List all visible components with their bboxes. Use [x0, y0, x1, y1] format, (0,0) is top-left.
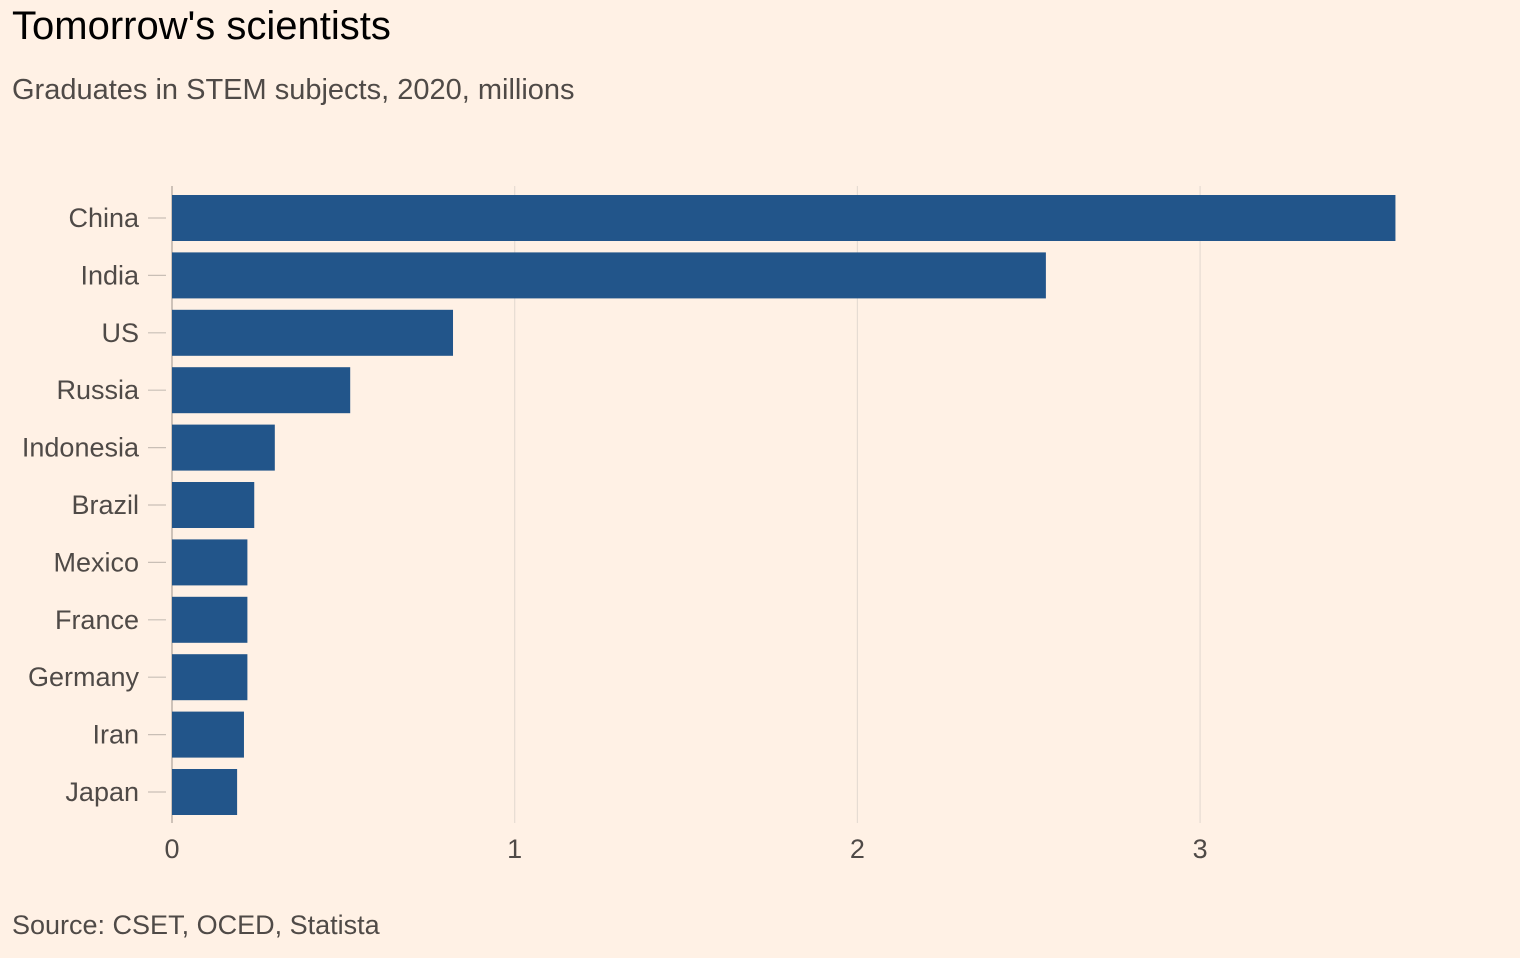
category-label-iran: Iran [92, 720, 139, 750]
category-label-germany: Germany [28, 662, 140, 692]
bar-germany [172, 654, 248, 701]
category-label-russia: Russia [56, 375, 140, 405]
bar-france [172, 596, 248, 643]
source-note: Source: CSET, OCED, Statista [12, 910, 380, 940]
chart-subtitle: Graduates in STEM subjects, 2020, millio… [12, 74, 575, 106]
category-label-france: France [55, 605, 139, 635]
category-label-china: China [68, 203, 140, 233]
bar-indonesia [172, 424, 275, 471]
bar-mexico [172, 539, 248, 586]
bars [172, 195, 1396, 815]
x-tick-label: 1 [507, 834, 522, 864]
chart-title: Tomorrow's scientists [12, 4, 391, 48]
x-tick-label: 3 [1193, 834, 1208, 864]
x-tick-label: 2 [850, 834, 865, 864]
bar-iran [172, 711, 244, 758]
category-labels: China India US Russia Indonesia Brazil Mexico F… [22, 203, 166, 807]
x-axis-ticks: 0 1 2 3 [164, 834, 1207, 864]
category-label-india: India [80, 260, 140, 290]
category-label-us: US [101, 318, 139, 348]
category-label-brazil: Brazil [71, 490, 139, 520]
category-label-japan: Japan [65, 777, 139, 807]
bar-china [172, 195, 1396, 241]
x-tick-label: 0 [164, 834, 179, 864]
bar-japan [172, 769, 238, 815]
bar-us [172, 309, 454, 356]
bar-russia [172, 367, 351, 414]
bar-brazil [172, 482, 255, 528]
category-label-indonesia: Indonesia [22, 433, 140, 463]
category-label-mexico: Mexico [53, 547, 139, 577]
bar-india [172, 252, 1046, 299]
